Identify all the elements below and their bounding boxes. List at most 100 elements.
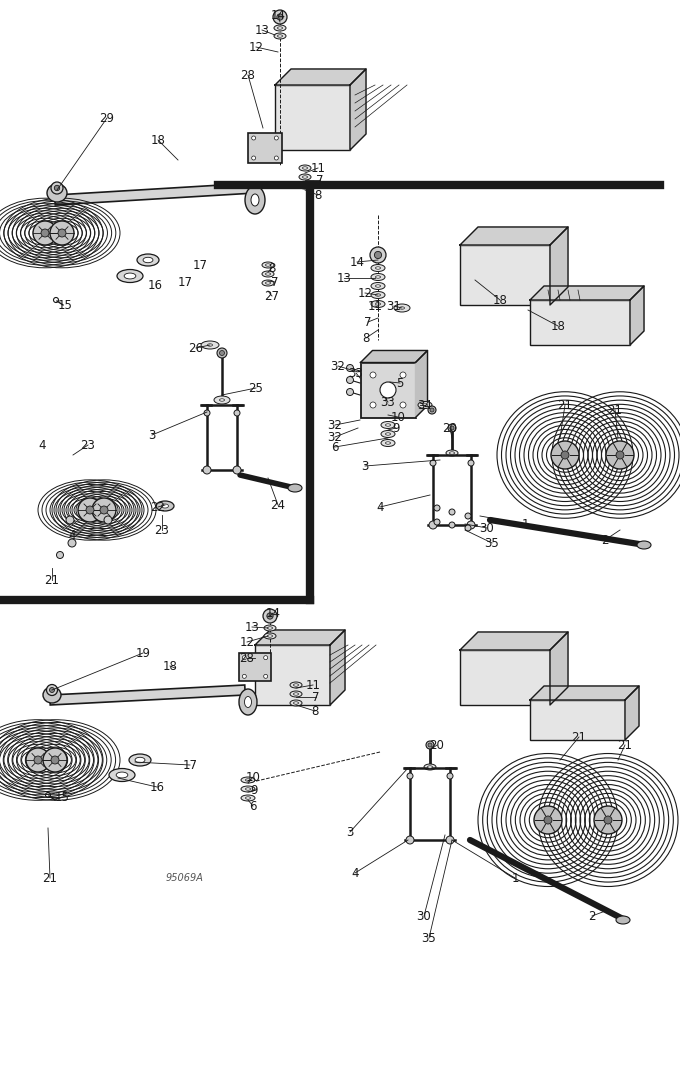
Ellipse shape — [394, 304, 410, 312]
Text: 9: 9 — [250, 784, 258, 797]
Ellipse shape — [422, 403, 428, 407]
Ellipse shape — [290, 700, 302, 706]
Text: 32: 32 — [328, 419, 343, 432]
Text: 16: 16 — [150, 780, 165, 794]
Ellipse shape — [290, 691, 302, 697]
Ellipse shape — [303, 175, 307, 178]
Ellipse shape — [386, 441, 390, 445]
Ellipse shape — [162, 504, 169, 508]
Text: 14: 14 — [271, 9, 286, 22]
Text: 13: 13 — [254, 24, 269, 36]
Ellipse shape — [117, 269, 143, 282]
Text: 9: 9 — [392, 422, 400, 435]
Text: 3: 3 — [361, 460, 369, 472]
Polygon shape — [530, 286, 644, 300]
Ellipse shape — [262, 271, 274, 277]
Ellipse shape — [446, 450, 458, 456]
Circle shape — [86, 506, 94, 514]
Circle shape — [380, 382, 396, 398]
Ellipse shape — [303, 185, 307, 187]
Circle shape — [465, 513, 471, 519]
FancyBboxPatch shape — [530, 700, 625, 740]
Ellipse shape — [299, 174, 311, 180]
Polygon shape — [255, 630, 345, 645]
Ellipse shape — [375, 294, 381, 296]
Text: 11: 11 — [305, 678, 320, 691]
Text: 3: 3 — [346, 825, 354, 838]
Circle shape — [46, 685, 58, 695]
Ellipse shape — [245, 697, 252, 707]
Circle shape — [428, 743, 432, 747]
Text: 19: 19 — [135, 646, 150, 659]
Circle shape — [370, 402, 376, 408]
Text: 22: 22 — [150, 500, 165, 513]
Ellipse shape — [241, 795, 255, 801]
Ellipse shape — [47, 184, 67, 202]
Ellipse shape — [616, 916, 630, 924]
Circle shape — [50, 688, 54, 692]
Circle shape — [449, 509, 455, 514]
Ellipse shape — [156, 501, 174, 511]
Text: 14: 14 — [350, 255, 364, 268]
Text: 6: 6 — [331, 440, 339, 453]
Text: 2: 2 — [588, 909, 596, 922]
Circle shape — [274, 136, 278, 140]
Ellipse shape — [381, 422, 395, 428]
Circle shape — [616, 451, 624, 459]
Circle shape — [263, 609, 277, 623]
Polygon shape — [625, 686, 639, 740]
Polygon shape — [350, 69, 366, 150]
Circle shape — [56, 552, 63, 558]
Ellipse shape — [371, 274, 385, 280]
Circle shape — [33, 221, 57, 245]
Text: 8: 8 — [311, 704, 319, 717]
Circle shape — [400, 372, 406, 378]
Circle shape — [203, 467, 211, 474]
Polygon shape — [460, 227, 568, 245]
Circle shape — [273, 10, 287, 24]
FancyBboxPatch shape — [255, 645, 330, 705]
Ellipse shape — [220, 399, 224, 401]
Text: 4: 4 — [68, 529, 75, 542]
Text: 16: 16 — [148, 279, 163, 291]
Text: 10: 10 — [245, 771, 260, 784]
Ellipse shape — [428, 766, 432, 768]
Circle shape — [430, 460, 436, 467]
Ellipse shape — [381, 431, 395, 437]
Circle shape — [370, 372, 376, 378]
Circle shape — [428, 405, 436, 414]
FancyBboxPatch shape — [239, 653, 271, 681]
Text: 2: 2 — [601, 533, 609, 546]
Circle shape — [267, 613, 273, 619]
Circle shape — [606, 441, 634, 469]
Ellipse shape — [400, 306, 405, 310]
Ellipse shape — [386, 424, 390, 426]
Circle shape — [561, 451, 569, 459]
Ellipse shape — [267, 634, 273, 638]
Text: 27: 27 — [265, 290, 279, 303]
FancyBboxPatch shape — [530, 300, 630, 346]
Text: 18: 18 — [492, 293, 507, 306]
Polygon shape — [460, 632, 568, 650]
Circle shape — [465, 525, 471, 531]
Ellipse shape — [245, 788, 250, 790]
Text: 13: 13 — [245, 620, 260, 633]
Ellipse shape — [262, 262, 274, 268]
Text: 34: 34 — [418, 399, 432, 412]
Text: 8: 8 — [314, 189, 322, 202]
Text: 18: 18 — [163, 659, 177, 673]
Text: 20: 20 — [430, 739, 445, 751]
Text: 28: 28 — [239, 652, 254, 665]
Text: 21: 21 — [43, 872, 58, 884]
Text: 33: 33 — [349, 366, 363, 379]
Text: 8: 8 — [269, 262, 275, 275]
Circle shape — [58, 229, 66, 237]
Ellipse shape — [386, 433, 390, 435]
Circle shape — [233, 467, 241, 474]
Ellipse shape — [449, 451, 454, 455]
Text: 8: 8 — [362, 331, 370, 344]
Circle shape — [41, 229, 49, 237]
Text: 20: 20 — [443, 422, 458, 435]
Ellipse shape — [294, 693, 299, 695]
Circle shape — [407, 773, 413, 779]
